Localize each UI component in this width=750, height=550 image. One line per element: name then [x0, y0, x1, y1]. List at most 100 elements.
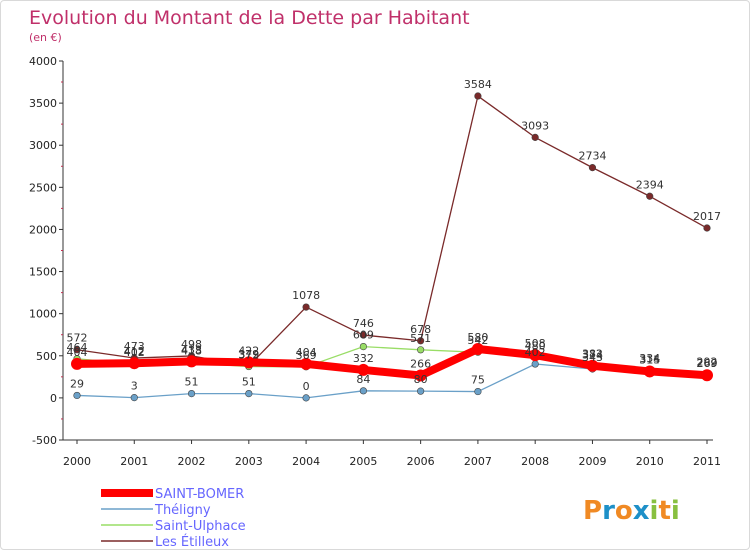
data-label: 498 — [181, 338, 202, 351]
data-label: 343 — [582, 351, 603, 364]
data-point — [701, 369, 713, 382]
data-label: 269 — [697, 357, 718, 370]
data-point — [588, 164, 597, 172]
x-tick-label: 2001 — [120, 455, 148, 468]
data-label: 508 — [525, 337, 546, 350]
legend-label: SAINT-BOMER — [155, 487, 244, 502]
data-point — [359, 387, 367, 395]
x-tick-label: 2007 — [464, 455, 492, 468]
series-les-etilleux — [73, 92, 711, 370]
data-label: 3584 — [464, 78, 492, 91]
data-label: 334 — [639, 352, 660, 365]
data-label: 402 — [124, 346, 145, 359]
logo-text: Proxiti — [583, 496, 680, 526]
data-label: 369 — [296, 349, 317, 362]
data-label: 412 — [124, 345, 145, 358]
data-point — [703, 224, 711, 232]
y-tick-label: 3000 — [29, 139, 57, 152]
data-label: 2017 — [693, 210, 721, 223]
axes: -500 0 500 1000 1500 2000 2500 3000 3500 4000 2000… — [29, 55, 721, 468]
data-point — [646, 192, 654, 200]
x-tick-label: 2009 — [578, 455, 606, 468]
y-tick-label: 500 — [36, 350, 57, 363]
x-tick-label: 2006 — [407, 455, 435, 468]
data-point — [417, 387, 425, 395]
data-point — [359, 331, 367, 339]
data-label: 314 — [639, 353, 660, 366]
data-label: 404 — [67, 346, 88, 359]
data-label: 464 — [67, 341, 88, 354]
data-point — [357, 363, 370, 376]
data-point — [130, 394, 138, 402]
data-label: 51 — [242, 376, 256, 389]
data-point — [302, 303, 310, 311]
data-point — [529, 349, 542, 362]
data-point — [474, 92, 482, 100]
chart-subtitle: (en €) — [29, 31, 62, 44]
legend-label: Saint-Ulphace — [155, 519, 246, 534]
data-point — [245, 389, 253, 398]
data-label: 2734 — [578, 150, 606, 163]
data-label: 84 — [356, 373, 370, 386]
data-label: 418 — [181, 345, 202, 358]
data-label: 315 — [639, 353, 660, 366]
data-label: 29 — [70, 377, 84, 390]
y-tick-label: 4000 — [29, 55, 57, 68]
y-tick-label: 2000 — [29, 223, 57, 236]
data-label: 372 — [238, 349, 259, 362]
data-point — [300, 357, 313, 370]
data-point — [359, 342, 367, 351]
data-label: 80 — [414, 373, 428, 386]
data-label: 678 — [410, 323, 431, 336]
data-label: 402 — [525, 346, 546, 359]
y-tick-label: -500 — [32, 434, 57, 447]
y-tick-label: 0 — [50, 392, 57, 405]
data-label: 480 — [525, 339, 546, 352]
data-label: 609 — [353, 329, 374, 342]
data-point — [417, 337, 425, 345]
x-tick-label: 2000 — [63, 455, 91, 468]
data-labels: 572 473 498 379 1078 746 678 3584 3093 2734 2394 20… — [67, 78, 722, 393]
legend-label: Les Étilleux — [155, 534, 229, 549]
data-label: 3 — [131, 380, 138, 393]
data-point — [414, 369, 427, 382]
data-point — [187, 389, 196, 398]
data-point — [302, 394, 310, 402]
series-line — [73, 345, 711, 380]
data-point — [73, 346, 81, 354]
data-label: 746 — [353, 317, 374, 330]
data-label: 571 — [410, 332, 431, 345]
data-label: 542 — [467, 334, 488, 347]
x-tick-label: 2002 — [178, 455, 206, 468]
data-label: 382 — [582, 348, 603, 361]
series-line — [76, 95, 708, 367]
y-tick-label: 1500 — [29, 266, 57, 279]
data-point — [128, 357, 141, 370]
data-point — [643, 365, 656, 378]
data-label: 266 — [410, 357, 431, 370]
y-tick-label: 3500 — [29, 97, 57, 110]
data-label: 473 — [124, 340, 145, 353]
x-tick-label: 2003 — [235, 455, 263, 468]
data-label: 3093 — [521, 119, 549, 132]
x-tick-label: 2010 — [636, 455, 664, 468]
legend-label: Théligny — [154, 503, 211, 518]
x-tick-label: 2004 — [292, 455, 320, 468]
data-point — [474, 387, 482, 396]
data-label: 75 — [471, 374, 485, 387]
data-label: 292 — [697, 355, 718, 368]
data-label: 580 — [467, 331, 488, 344]
data-point — [531, 133, 539, 141]
data-label: 374 — [582, 348, 603, 361]
data-label: 51 — [185, 376, 199, 389]
x-tick-label: 2005 — [349, 455, 377, 468]
proxiti-logo: Proxiti — [583, 496, 680, 526]
data-point — [417, 346, 425, 354]
data-label: 433 — [181, 343, 202, 356]
data-label: 1078 — [292, 289, 320, 302]
data-point — [586, 359, 599, 372]
data-point — [185, 355, 198, 368]
data-label: 332 — [353, 352, 374, 365]
